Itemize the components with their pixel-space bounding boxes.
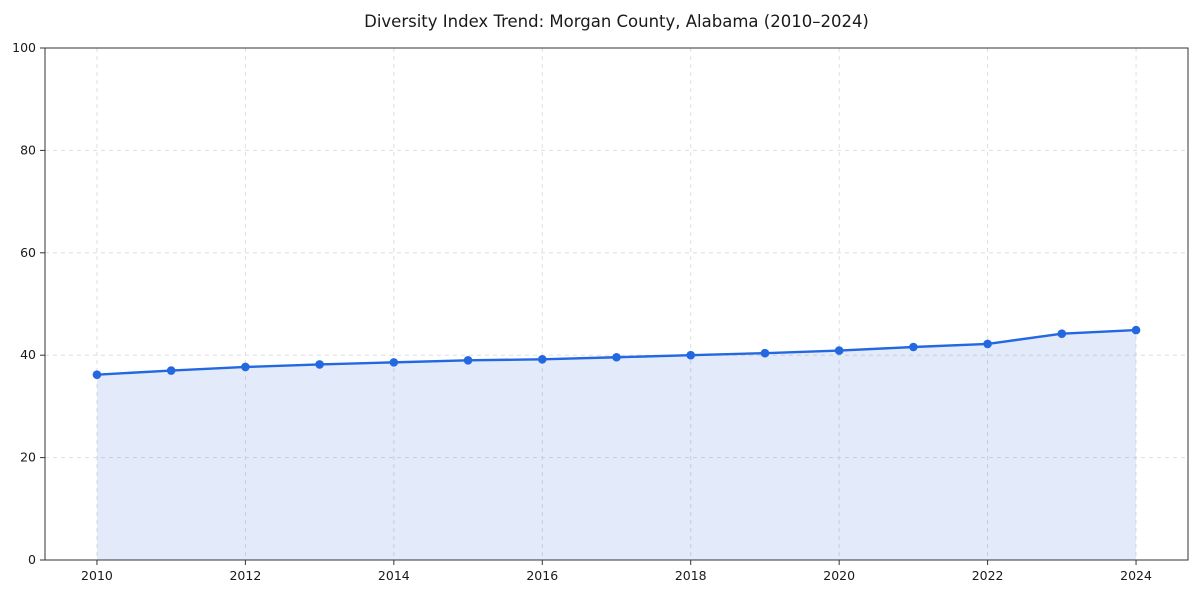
x-axis-tick-label: 2024: [1120, 568, 1152, 583]
data-point-marker: [1057, 329, 1067, 338]
plot-border: [44, 47, 1189, 561]
data-point-marker: [92, 370, 102, 379]
data-point-marker: [760, 348, 770, 358]
data-point-marker: [389, 358, 399, 367]
data-point-marker: [315, 360, 324, 369]
x-axis-tick-label: 2022: [972, 568, 1004, 583]
data-point-marker: [983, 339, 992, 349]
data-point-marker: [1131, 325, 1141, 335]
y-axis-tick-label: 100: [12, 40, 36, 55]
data-point-marker: [834, 346, 844, 355]
data-point-marker: [612, 352, 621, 362]
x-axis-tick-label: 2014: [378, 568, 410, 583]
data-point-marker: [686, 350, 696, 360]
x-axis-tick-label: 2010: [81, 568, 113, 583]
x-axis-tick-label: 2020: [823, 568, 855, 583]
y-axis-tick-label: 20: [20, 450, 36, 465]
x-axis-tick-label: 2018: [675, 568, 707, 583]
area-fill: [96, 330, 1137, 560]
y-axis-tick-label: 0: [28, 552, 36, 567]
chart-title: Diversity Index Trend: Morgan County, Al…: [364, 12, 869, 31]
x-axis-tick-label: 2016: [526, 568, 558, 583]
x-axis-tick-label: 2012: [229, 568, 261, 583]
data-point-marker: [537, 354, 547, 364]
data-point-marker: [166, 366, 176, 375]
data-point-marker: [909, 342, 918, 352]
data-point-marker: [463, 356, 473, 365]
data-point-marker: [241, 362, 250, 372]
y-axis-tick-label: 60: [20, 245, 36, 260]
y-axis-tick-label: 80: [20, 142, 36, 157]
y-axis-tick-label: 40: [20, 347, 36, 362]
